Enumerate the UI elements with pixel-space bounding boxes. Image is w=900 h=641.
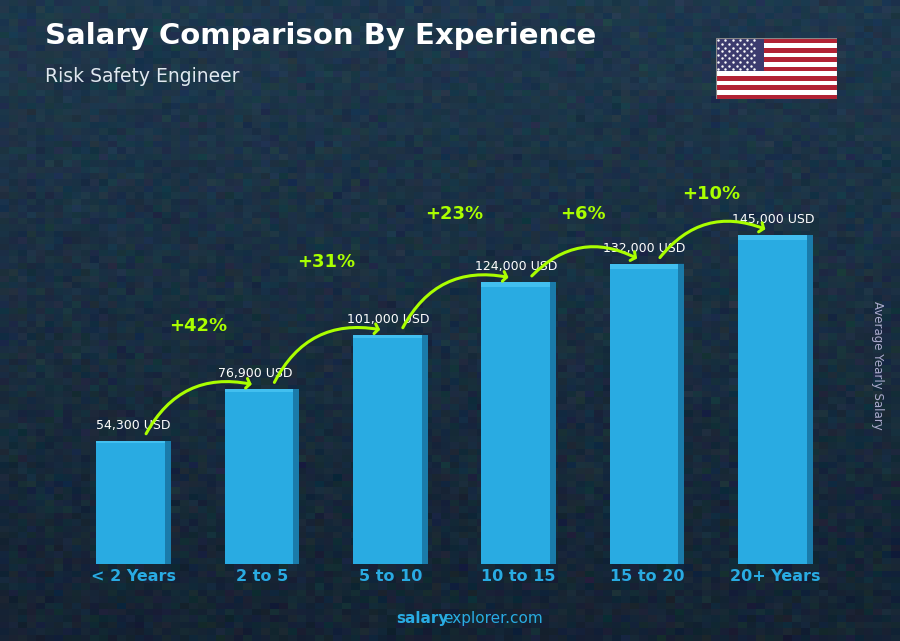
Text: 101,000 USD: 101,000 USD — [346, 313, 429, 326]
Bar — [716, 57, 837, 62]
Bar — [550, 283, 556, 564]
Bar — [716, 43, 837, 48]
Bar — [716, 48, 837, 53]
Text: salary: salary — [396, 611, 448, 626]
Text: 124,000 USD: 124,000 USD — [475, 260, 557, 274]
Bar — [716, 95, 837, 99]
Bar — [225, 390, 293, 392]
Bar — [165, 441, 171, 564]
Text: +10%: +10% — [682, 185, 741, 203]
FancyBboxPatch shape — [225, 390, 299, 564]
Bar — [96, 441, 165, 443]
Bar — [716, 53, 837, 57]
Bar — [679, 264, 684, 564]
Text: +6%: +6% — [560, 205, 606, 223]
Text: Risk Safety Engineer: Risk Safety Engineer — [45, 67, 239, 87]
Bar — [421, 335, 428, 564]
Text: Average Yearly Salary: Average Yearly Salary — [871, 301, 884, 429]
Text: 145,000 USD: 145,000 USD — [732, 213, 814, 226]
Bar — [738, 235, 806, 240]
Bar — [353, 335, 421, 338]
Text: 76,900 USD: 76,900 USD — [219, 367, 292, 380]
Bar — [716, 71, 837, 76]
FancyBboxPatch shape — [96, 441, 171, 564]
Text: explorer.com: explorer.com — [443, 611, 543, 626]
FancyBboxPatch shape — [610, 264, 684, 564]
Text: +23%: +23% — [426, 205, 483, 223]
Bar — [716, 81, 837, 85]
Text: 132,000 USD: 132,000 USD — [603, 242, 686, 255]
Bar — [716, 62, 837, 67]
Text: +42%: +42% — [168, 317, 227, 335]
Bar — [610, 264, 679, 269]
Text: +31%: +31% — [297, 253, 356, 271]
Bar — [806, 235, 813, 564]
Bar — [716, 38, 764, 71]
Bar — [716, 38, 837, 43]
FancyBboxPatch shape — [482, 283, 556, 564]
Text: Salary Comparison By Experience: Salary Comparison By Experience — [45, 22, 596, 51]
Bar — [293, 390, 299, 564]
Bar — [716, 67, 837, 71]
Text: 54,300 USD: 54,300 USD — [96, 419, 171, 431]
FancyBboxPatch shape — [738, 235, 813, 564]
Bar — [716, 76, 837, 81]
Bar — [716, 85, 837, 90]
Bar — [482, 283, 550, 287]
Bar — [716, 90, 837, 95]
FancyBboxPatch shape — [353, 335, 428, 564]
